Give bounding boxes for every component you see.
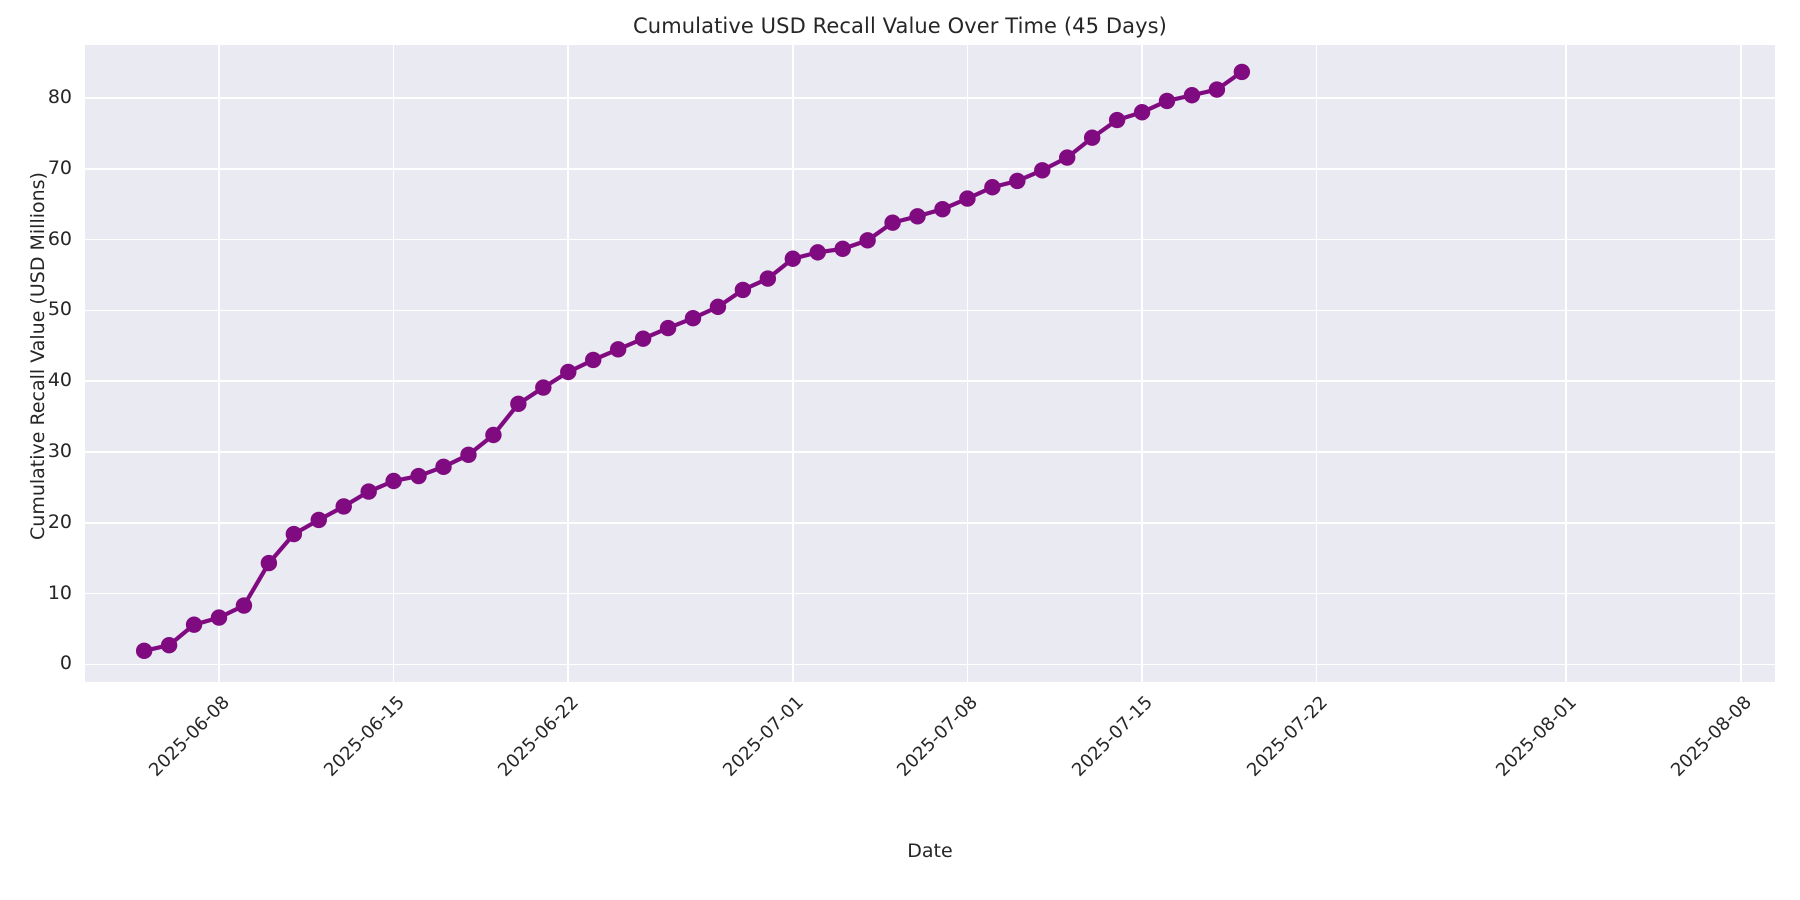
data-point-marker [385,472,402,490]
x-tick-label: 2025-06-08 [145,692,234,781]
gridline-horizontal [85,238,1775,241]
y-axis-ticks: 0 10 20 30 40 50 60 70 80 [0,45,72,682]
gridline-vertical [1315,45,1318,682]
data-point-marker [684,310,702,327]
x-tick-label: 2025-07-15 [1068,692,1157,781]
data-point-marker [884,214,901,231]
gridline-horizontal [85,380,1775,382]
data-point-marker [485,426,502,444]
gridline-horizontal [85,663,1775,666]
x-tick-label: 2025-07-22 [1242,692,1332,781]
data-point-marker [410,467,427,485]
data-point-marker [185,616,203,633]
data-point-marker [235,597,253,614]
y-tick-label: 70 [47,156,72,179]
data-point-marker [1059,149,1076,166]
gridline-vertical [392,45,395,682]
gridline-vertical [218,45,220,682]
data-point-marker [759,270,777,287]
plot-area [85,45,1775,682]
data-point-marker [260,554,278,572]
gridline-horizontal [85,451,1775,453]
data-point-marker [984,179,1001,196]
chart-title: Cumulative USD Recall Value Over Time (4… [633,14,1167,38]
data-point-marker [560,363,577,381]
data-point-marker [1183,87,1201,104]
gridline-horizontal [85,97,1775,99]
data-point-marker [1233,63,1251,81]
data-point-marker [1108,111,1126,129]
gridline-vertical [1565,45,1567,682]
gridline-vertical [567,45,570,682]
gridline-vertical [1141,45,1143,682]
data-point-marker [859,232,876,249]
data-point-marker [435,458,452,476]
y-axis-label: Cumulative Recall Value (USD Millions) [27,172,49,540]
y-tick-label: 50 [47,298,72,321]
y-tick-label: 30 [47,439,72,462]
data-point-marker [535,379,552,396]
data-point-marker [460,446,477,463]
data-point-marker [909,208,926,225]
y-tick-label: 60 [47,227,72,250]
data-point-marker [1158,92,1176,110]
data-point-marker [1034,162,1051,179]
x-tick-label: 2025-07-01 [718,692,808,781]
data-point-marker [659,319,677,337]
data-point-marker [709,298,727,316]
gridline-vertical [1739,45,1742,682]
data-point-marker [809,244,826,261]
gridline-horizontal [85,592,1775,595]
data-point-marker [285,525,303,543]
data-point-marker [1083,129,1101,146]
x-tick-label: 2025-07-08 [893,692,983,781]
data-point-marker [335,498,352,515]
y-tick-label: 10 [47,581,72,604]
x-tick-label: 2025-06-22 [494,692,584,781]
x-axis-label: Date [907,840,953,862]
x-axis-ticks: 2025-06-08 2025-06-15 2025-06-22 2025-07-01… [85,692,1775,812]
data-point-marker [360,483,377,500]
data-point-marker [609,341,627,358]
gridline-horizontal [85,521,1775,524]
data-point-marker [1133,104,1151,121]
x-tick-label: 2025-08-01 [1492,692,1582,781]
data-point-marker [784,250,801,267]
data-point-marker [934,201,951,218]
data-point-marker [1208,81,1226,98]
data-point-marker [634,330,652,347]
data-point-marker [834,240,851,258]
data-point-marker [135,642,153,660]
y-tick-label: 20 [47,510,72,533]
x-tick-label: 2025-08-08 [1666,692,1756,781]
gridline-horizontal [85,168,1775,170]
data-point-marker [585,351,602,369]
line-series [135,63,1251,660]
data-point-marker [160,637,178,654]
gridline-vertical [966,45,969,682]
x-tick-label: 2025-06-15 [319,692,409,781]
gridline-vertical [791,45,794,682]
y-tick-label: 80 [47,86,72,109]
data-point-marker [210,609,228,626]
data-point-marker [734,281,752,299]
data-point-marker [959,190,976,207]
data-point-marker [510,395,527,413]
gridline-horizontal [85,309,1775,312]
series-line [142,69,1244,653]
y-tick-label: 40 [47,369,72,392]
data-point-marker [1009,172,1026,190]
data-point-marker [310,511,327,529]
y-tick-label: 0 [59,652,72,675]
